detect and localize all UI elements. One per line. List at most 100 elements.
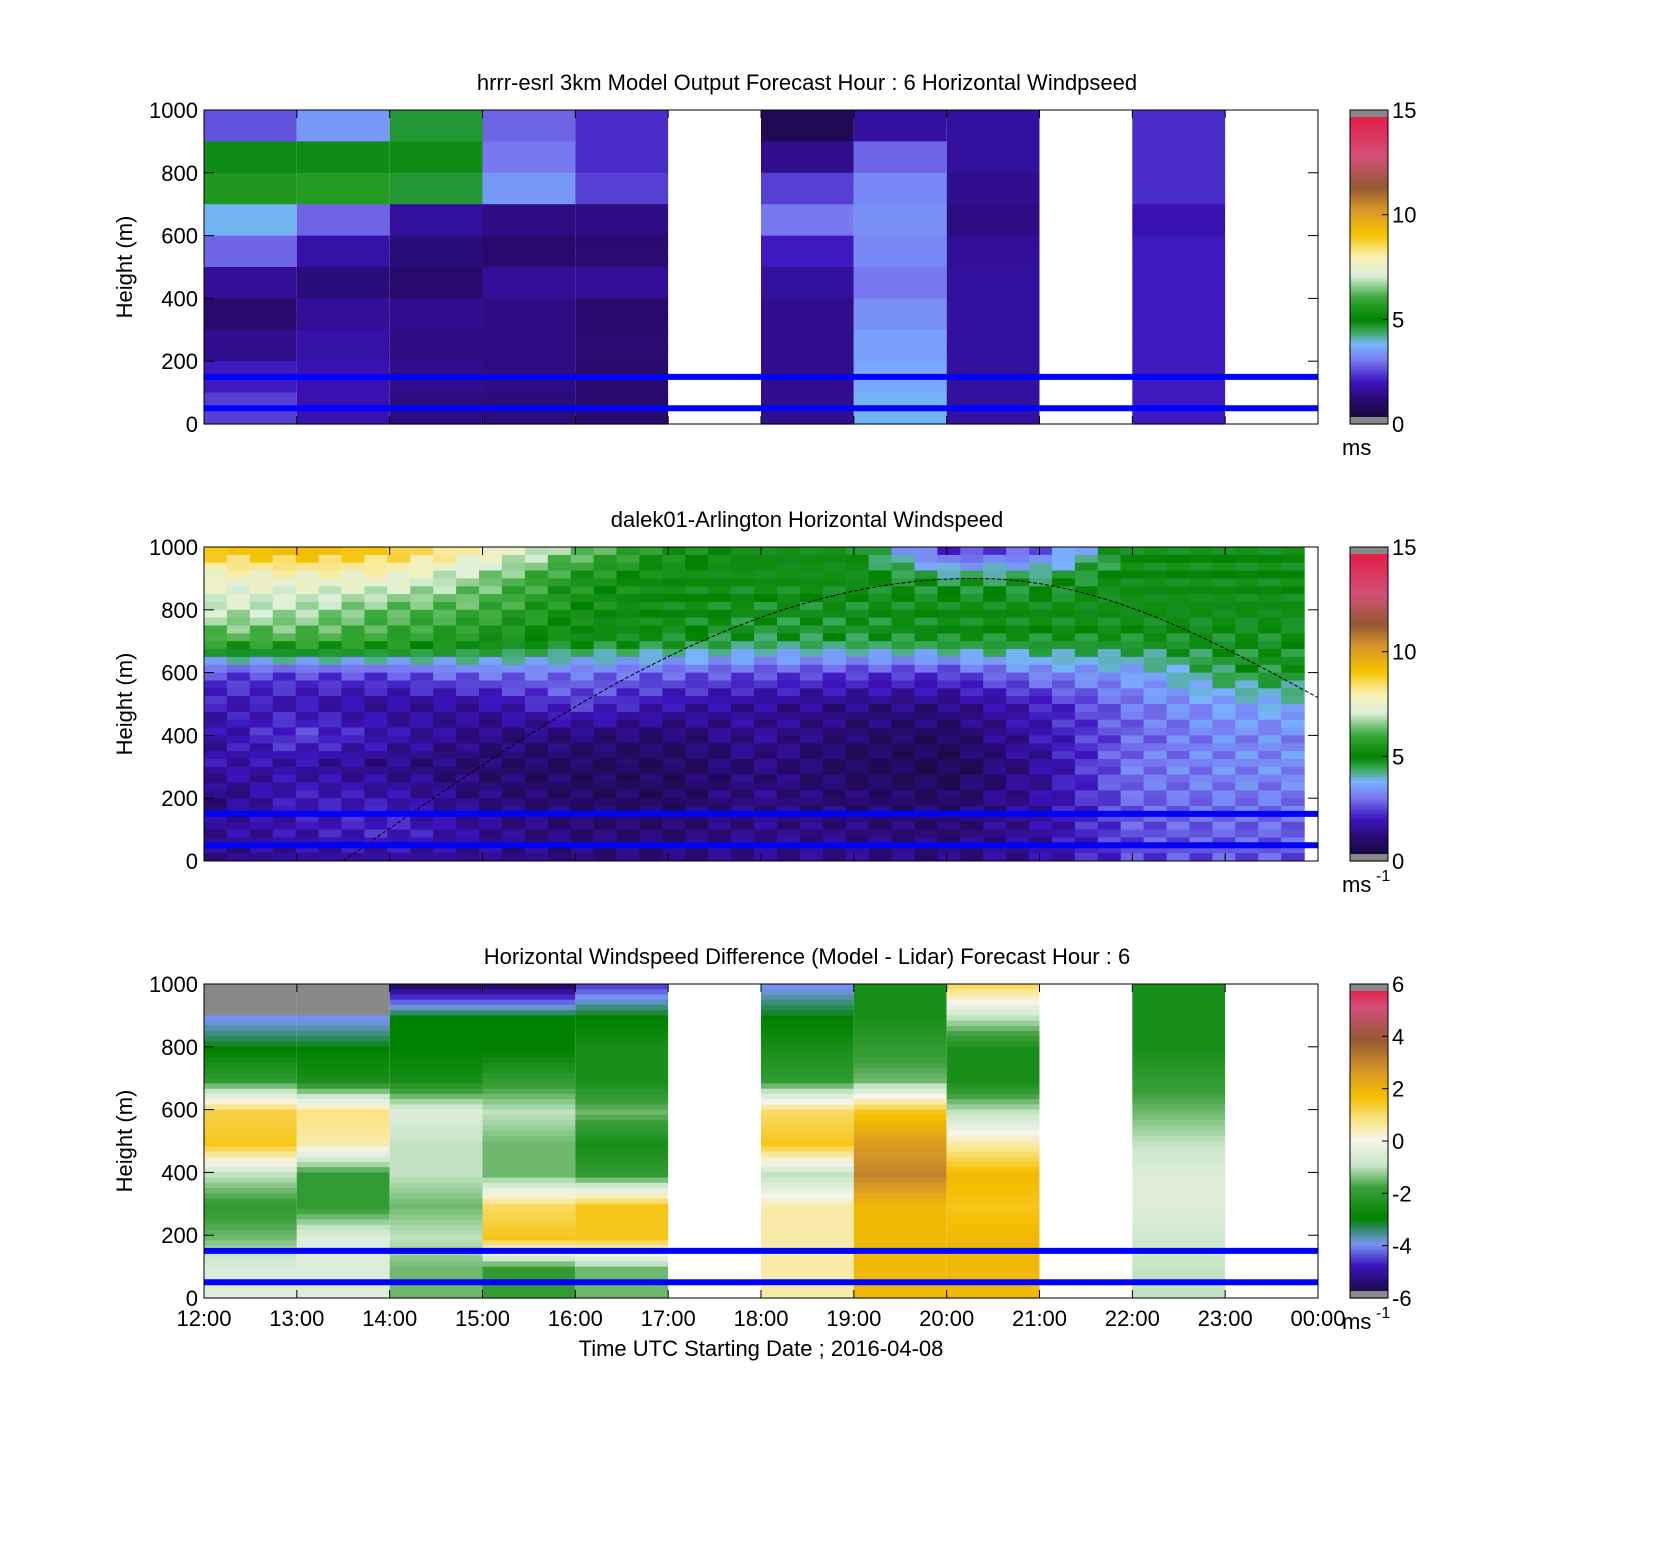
colorbar-swatch <box>1350 219 1388 224</box>
heatmap-cell <box>1132 1109 1226 1116</box>
heatmap-cell <box>482 1120 576 1126</box>
heatmap-cell <box>685 554 709 564</box>
heatmap-cell <box>1132 1099 1226 1105</box>
heatmap-cell <box>1074 727 1099 736</box>
heatmap-cell <box>1006 759 1030 768</box>
heatmap-cell <box>891 829 915 838</box>
heatmap-cell <box>1132 1230 1226 1236</box>
colorbar-swatch <box>1350 738 1388 742</box>
heatmap-cell <box>318 578 343 587</box>
heatmap-cell <box>433 798 457 807</box>
heatmap-cell <box>575 1062 669 1069</box>
heatmap-cell <box>845 853 870 862</box>
heatmap-cell <box>1212 554 1236 564</box>
heatmap-cell <box>204 759 228 768</box>
colorbar-tick-label: -4 <box>1392 1234 1412 1259</box>
heatmap-cell <box>754 633 778 642</box>
heatmap-cell <box>937 782 961 791</box>
heatmap-cell <box>1132 1219 1226 1226</box>
heatmap-cell <box>1097 845 1122 854</box>
heatmap-cell <box>853 120 947 127</box>
heatmap-cell <box>387 837 411 846</box>
heatmap-cell <box>1235 829 1259 838</box>
heatmap-cell <box>341 570 365 579</box>
heatmap-cell <box>777 609 801 619</box>
heatmap-cell <box>575 1256 669 1262</box>
colorbar-swatch <box>1350 602 1388 606</box>
heatmap-cell <box>479 719 503 729</box>
heatmap-cell <box>364 759 388 768</box>
heatmap-cell <box>433 547 457 556</box>
heatmap-cell <box>204 209 297 216</box>
heatmap-cell <box>761 1235 854 1241</box>
heatmap-cell <box>946 1130 1040 1137</box>
colorbar-swatch <box>1350 1004 1388 1009</box>
heatmap-cell <box>204 1198 297 1205</box>
colorbar-swatch <box>1350 578 1388 582</box>
heatmap-cell <box>389 1151 483 1158</box>
heatmap-cell <box>249 845 274 854</box>
heatmap-cell <box>1235 751 1259 760</box>
heatmap-cell <box>570 696 595 705</box>
colorbar-swatch <box>1350 646 1388 650</box>
heatmap-cell <box>937 829 961 838</box>
heatmap-cell <box>575 287 669 294</box>
heatmap-cell <box>318 570 343 579</box>
heatmap-cell <box>1166 664 1191 674</box>
heatmap-cell <box>575 1046 669 1053</box>
heatmap-cell <box>482 162 576 169</box>
heatmap-cell <box>593 782 618 791</box>
heatmap-cell <box>983 602 1007 611</box>
heatmap-cell <box>410 727 434 736</box>
heatmap-cell <box>318 711 343 721</box>
heatmap-cell <box>296 1046 390 1053</box>
heatmap-cell <box>389 1125 483 1132</box>
heatmap-cell <box>1281 790 1305 799</box>
heatmap-cell <box>570 837 595 846</box>
heatmap-cell <box>204 1130 297 1137</box>
heatmap-cell <box>272 672 297 681</box>
heatmap-cell <box>226 837 251 846</box>
heatmap-cell <box>1132 413 1226 420</box>
heatmap-cell <box>662 554 686 564</box>
heatmap-cell <box>1052 821 1076 831</box>
heatmap-cell <box>853 293 947 299</box>
heatmap-cell <box>708 554 732 564</box>
heatmap-cell <box>853 350 947 357</box>
heatmap-cell <box>891 547 915 556</box>
heatmap-cell <box>1132 1287 1226 1294</box>
heatmap-cell <box>296 157 390 163</box>
heatmap-cell <box>204 790 228 799</box>
heatmap-cell <box>616 617 640 626</box>
heatmap-cell <box>296 1240 390 1247</box>
heatmap-cell <box>272 798 297 807</box>
heatmap-cell <box>1235 782 1259 791</box>
heatmap-cell <box>1143 570 1168 579</box>
heatmap-cell <box>226 719 251 729</box>
heatmap-cell <box>364 696 388 705</box>
heatmap-cell <box>1281 672 1305 681</box>
heatmap-cell <box>662 813 686 823</box>
heatmap-cell <box>1258 578 1282 587</box>
colorbar-swatch <box>1350 1214 1388 1218</box>
heatmap-cell <box>593 735 618 744</box>
heatmap-cell <box>1052 649 1076 658</box>
heatmap-cell <box>318 625 343 634</box>
heatmap-cell <box>593 798 618 807</box>
heatmap-cell <box>1212 617 1236 626</box>
colorbar-swatch <box>1350 384 1388 388</box>
heatmap-cell <box>1132 1120 1226 1126</box>
heatmap-cell <box>593 656 618 666</box>
heatmap-cell <box>685 578 709 587</box>
heatmap-cell <box>853 1104 947 1111</box>
heatmap-cell <box>272 790 297 799</box>
heatmap-cell <box>389 382 483 388</box>
colorbar-tick-label: 4 <box>1392 1024 1404 1049</box>
heatmap-cell <box>708 751 732 760</box>
heatmap-cell <box>822 845 847 854</box>
y-tick-label: 0 <box>186 412 198 437</box>
heatmap-cell <box>204 178 297 184</box>
heatmap-cell <box>389 1114 483 1121</box>
heatmap-cell <box>575 1067 669 1074</box>
heatmap-cell <box>685 727 709 736</box>
